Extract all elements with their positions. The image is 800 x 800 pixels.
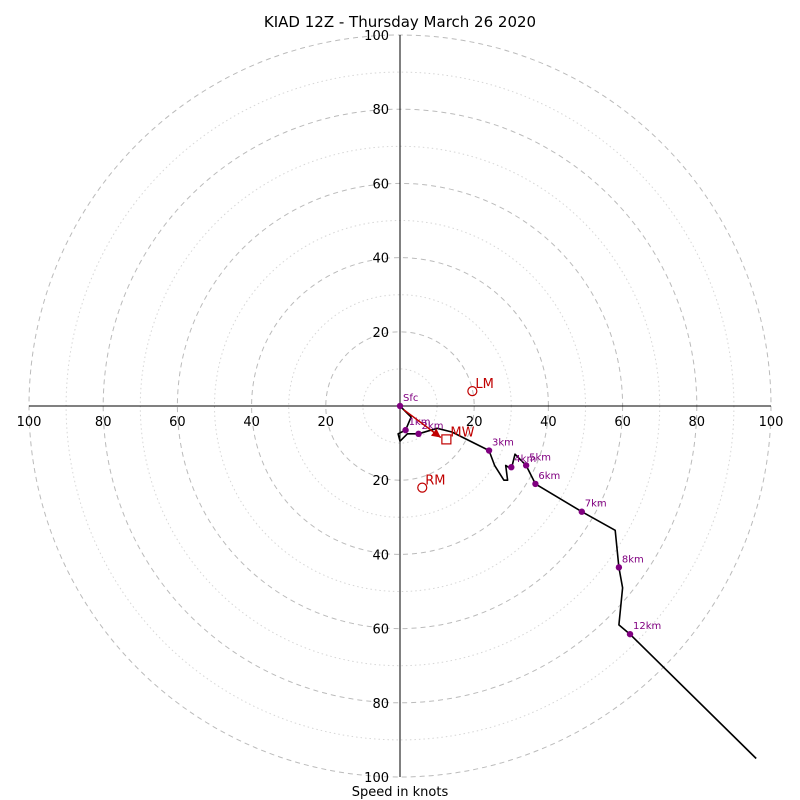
height-marker-dot: [578, 508, 585, 515]
height-marker-dot: [615, 564, 623, 571]
height-marker-label: Sfc: [403, 393, 418, 404]
height-marker-label: 5km: [529, 452, 551, 463]
tick-label: 60: [372, 623, 389, 638]
tick-label: 20: [372, 326, 389, 341]
height-marker-dot: [626, 630, 634, 638]
tick-label: 40: [243, 415, 260, 430]
mean-wind-label: MW: [450, 425, 474, 440]
height-marker-label: 12km: [633, 621, 661, 632]
left-mover-marker: [467, 386, 478, 397]
x-axis-label: Speed in knots: [352, 785, 449, 800]
height-marker-label: 1km: [409, 417, 431, 428]
height-marker-dot: [485, 447, 493, 454]
wind-trace-line: [397, 405, 757, 760]
tick-label: 100: [364, 29, 389, 44]
height-marker-label: 3km: [492, 438, 514, 449]
right-mover-label: RM: [425, 474, 445, 489]
tick-label: 20: [372, 474, 389, 489]
height-marker-label: 7km: [585, 499, 607, 510]
tick-label: 60: [372, 177, 389, 192]
tick-label: 100: [759, 415, 784, 430]
mean-wind-marker: [441, 434, 452, 445]
tick-label: 100: [364, 771, 389, 786]
tick-label: 20: [466, 415, 483, 430]
height-marker-label: 4km: [514, 454, 536, 465]
tick-label: 40: [372, 548, 389, 563]
tick-labels: 20 20 40 40 60 60 80 80 100 100 20 20 40 40 60 60 80 80 10…: [17, 29, 784, 786]
tick-label: 40: [540, 415, 557, 430]
height-marker-dot: [402, 426, 409, 434]
tick-label: 20: [318, 415, 335, 430]
tick-label: 60: [169, 415, 186, 430]
height-marker-dot: [415, 430, 422, 438]
tick-label: 80: [95, 415, 112, 430]
tick-label: 100: [17, 415, 42, 430]
tick-label: 80: [372, 697, 389, 712]
wind-trace: [397, 405, 757, 760]
height-marker-dot: [522, 462, 530, 469]
chart-title: KIAD 12Z - Thursday March 26 2020: [264, 13, 536, 31]
height-marker-dot: [396, 402, 404, 410]
right-mover-marker: [417, 482, 428, 493]
tick-label: 60: [614, 415, 631, 430]
height-marker-label: 6km: [538, 471, 560, 482]
height-marker-dot: [508, 464, 515, 471]
height-marker-label: 2km: [422, 421, 444, 432]
storm-motion-vector: [403, 409, 442, 439]
left-mover-label: LM: [475, 377, 493, 392]
tick-label: 80: [689, 415, 706, 430]
height-marker-dot: [532, 480, 539, 488]
storm-motion: LM RM MW: [403, 377, 494, 493]
tick-label: 80: [372, 103, 389, 118]
height-marker-label: 8km: [622, 554, 644, 565]
tick-label: 40: [372, 252, 389, 267]
